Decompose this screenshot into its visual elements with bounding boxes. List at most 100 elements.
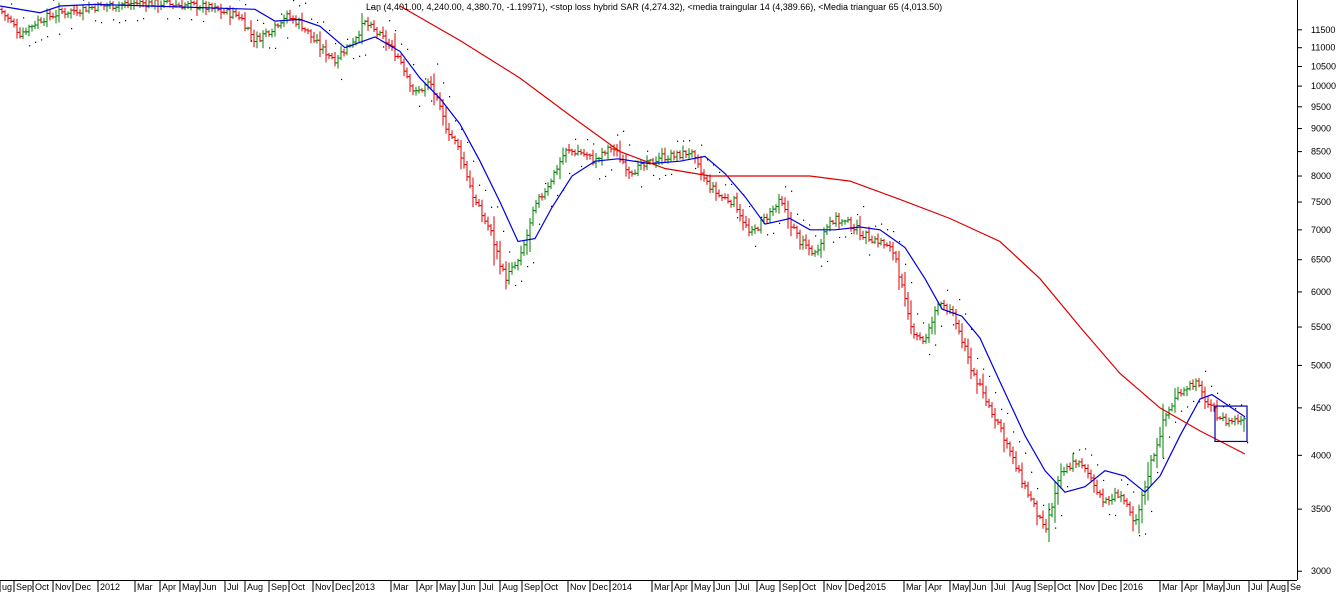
x-tick-label: Apr (674, 582, 688, 592)
sar-dot (815, 235, 816, 236)
x-tick-label: Jun (972, 582, 987, 592)
y-tick-label: 6000 (1311, 287, 1331, 297)
sar-dot (431, 100, 432, 101)
sar-dot (293, 0, 294, 1)
x-tick-label: Dec (335, 582, 352, 592)
x-tick-label: Dec (1101, 582, 1118, 592)
sar-dot (977, 358, 978, 359)
sar-dot (995, 392, 996, 393)
sar-dot (1109, 514, 1110, 515)
sar-dot (881, 224, 882, 225)
sar-dot (527, 266, 528, 267)
sar-dot (689, 140, 690, 141)
sar-dot (893, 231, 894, 232)
x-tick-label: Aug (759, 582, 775, 592)
sar-dot (983, 369, 984, 370)
sar-dot (125, 20, 126, 21)
sar-dot (731, 184, 732, 185)
sar-dot (1097, 464, 1098, 465)
sar-dot (665, 175, 666, 176)
sar-dot (581, 166, 582, 167)
sar-dot (1073, 453, 1074, 454)
sar-dot (359, 56, 360, 57)
sar-dot (449, 96, 450, 97)
sar-dot (653, 175, 654, 176)
sar-dot (1001, 409, 1002, 410)
y-tick-label: 9500 (1311, 102, 1331, 112)
x-tick-label: Se (1290, 582, 1301, 592)
sar-dot (521, 281, 522, 282)
x-tick-label: Oct (1057, 582, 1072, 592)
sar-dot (1175, 422, 1176, 423)
y-tick-label: 5000 (1311, 360, 1331, 370)
x-tick-label: May (1206, 582, 1224, 592)
sar-dot (1043, 505, 1044, 506)
sar-dot (407, 49, 408, 50)
sar-dot (515, 285, 516, 286)
sar-dot (719, 172, 720, 173)
x-tick-label: Aug (247, 582, 263, 592)
sar-dot (437, 63, 438, 64)
sar-dot (737, 217, 738, 218)
sar-dot (11, 3, 12, 4)
sar-dot (413, 64, 414, 65)
sar-dot (797, 214, 798, 215)
x-tick-label: Jul (994, 582, 1006, 592)
x-tick-label: Sep (1037, 582, 1053, 592)
x-tick-label: Mar (137, 582, 153, 592)
sar-dot (533, 262, 534, 263)
x-tick-label: May (694, 582, 712, 592)
sar-dot (1085, 448, 1086, 449)
sar-dot (821, 266, 822, 267)
sar-dot (911, 282, 912, 283)
x-tick-label: Nov (1079, 582, 1096, 592)
sar-dot (755, 246, 756, 247)
sar-dot (905, 264, 906, 265)
sar-dot (695, 168, 696, 169)
x-tick-label: Apr (162, 582, 176, 592)
sar-dot (179, 18, 180, 19)
sar-dot (599, 178, 600, 179)
x-tick-label: 2015 (866, 582, 886, 592)
x-tick-label: Jul (227, 582, 239, 592)
sar-dot (509, 251, 510, 252)
x-tick-label: Mar (654, 582, 670, 592)
y-tick-label: 8000 (1311, 171, 1331, 181)
sar-dot (569, 173, 570, 174)
sar-dot (593, 143, 594, 144)
sar-dot (365, 54, 366, 55)
x-tick-label: Nov (315, 582, 332, 592)
sar-dot (941, 326, 942, 327)
sar-dot (41, 39, 42, 40)
sar-dot (1169, 437, 1170, 438)
sar-dot (929, 354, 930, 355)
x-tick-label: Sep (271, 582, 287, 592)
x-tick-label: Oct (35, 582, 50, 592)
sar-dot (1157, 472, 1158, 473)
y-tick-label: 8500 (1311, 147, 1331, 157)
sar-dot (425, 78, 426, 79)
sar-dot (95, 20, 96, 21)
sar-dot (845, 236, 846, 237)
sar-dot (875, 226, 876, 227)
sar-dot (1013, 431, 1014, 432)
x-tick-label: May (182, 582, 200, 592)
y-tick-label: 7000 (1311, 225, 1331, 235)
x-tick-label: Aug (1270, 582, 1286, 592)
sar-dot (965, 313, 966, 314)
sar-dot (677, 141, 678, 142)
sar-dot (869, 254, 870, 255)
sar-dot (1061, 515, 1062, 516)
sar-dot (491, 207, 492, 208)
sar-dot (59, 34, 60, 35)
sar-dot (479, 185, 480, 186)
sar-dot (71, 28, 72, 29)
x-tick-label: Apr (928, 582, 942, 592)
sar-dot (389, 20, 390, 21)
sar-dot (539, 224, 540, 225)
sar-dot (647, 151, 648, 152)
x-tick-label: Dec (75, 582, 92, 592)
sar-dot (1019, 441, 1020, 442)
